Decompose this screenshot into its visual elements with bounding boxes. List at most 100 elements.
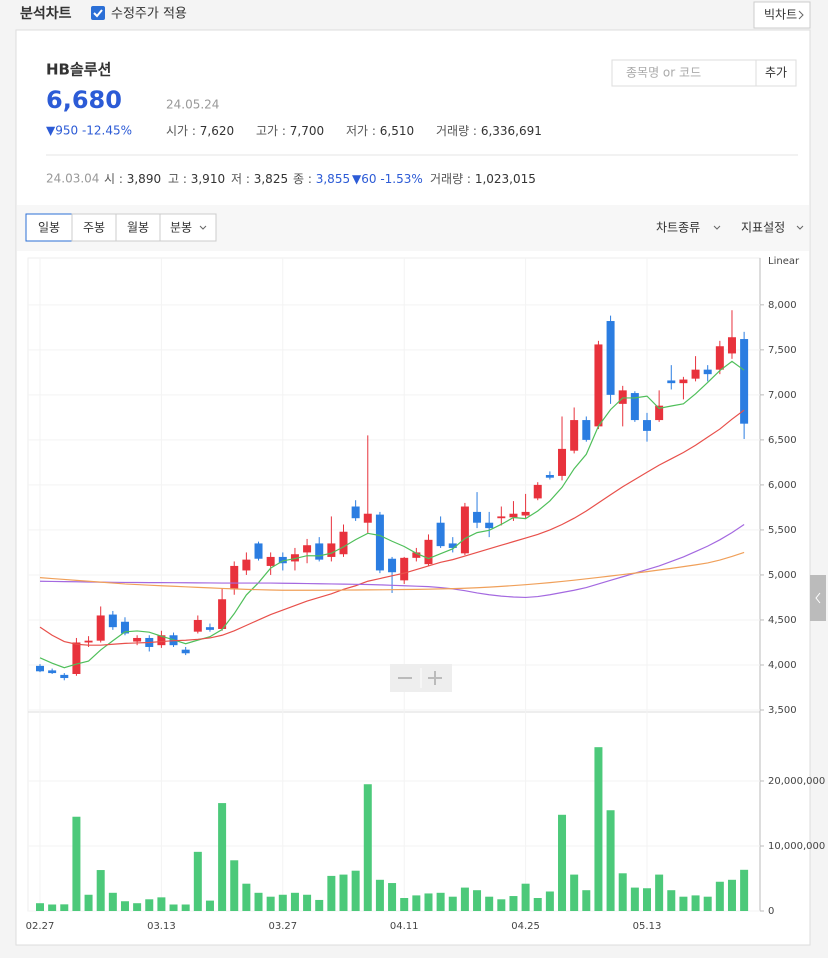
candle-body	[679, 379, 688, 384]
panel	[15, 29, 811, 946]
volume-tick-label: 20,000,000	[768, 776, 825, 787]
candle-body	[303, 545, 312, 553]
add-button[interactable]	[755, 59, 797, 87]
moving-average-line	[39, 360, 745, 669]
volume-bar	[521, 883, 530, 911]
candle-body	[242, 559, 251, 571]
volume-bar	[181, 904, 190, 911]
volume-bar	[388, 883, 397, 911]
candle-body	[570, 420, 579, 451]
candle-body	[655, 405, 664, 421]
candle-body	[108, 614, 117, 628]
volume-bar	[327, 875, 336, 911]
candle-body	[460, 506, 469, 554]
volume-bar	[375, 879, 384, 911]
candle-body	[230, 565, 239, 590]
candle-body	[96, 615, 105, 641]
volume-bar	[133, 903, 142, 911]
detail-field: 종 : 3,855	[293, 172, 350, 186]
volume-bar	[667, 890, 676, 911]
candle-body	[36, 665, 44, 672]
tab[interactable]	[25, 213, 73, 242]
candle-body	[485, 522, 494, 529]
stock-field: 시가 : 7,620	[166, 124, 234, 138]
candle-body	[363, 513, 372, 523]
volume-bar	[582, 890, 591, 911]
candle-body	[278, 556, 287, 564]
side-tab[interactable]	[810, 575, 826, 621]
detail-field-label: 시 :	[104, 172, 123, 186]
candle-body	[388, 558, 397, 573]
candle-body	[412, 552, 421, 558]
volume-bar	[169, 904, 178, 911]
candle-body	[60, 674, 69, 679]
detail-field-label: 종 :	[293, 172, 312, 186]
volume-bar	[218, 803, 227, 911]
candle-body	[351, 506, 360, 519]
x-tick-label: 04.11	[390, 921, 419, 932]
candle-body	[727, 337, 736, 354]
volume-bar	[509, 896, 518, 911]
volume-bar	[545, 891, 554, 911]
candle-body	[400, 557, 409, 581]
volume-bar	[630, 887, 639, 911]
detail-field-label: 고 :	[168, 172, 187, 186]
volume-bar	[266, 896, 275, 911]
tab[interactable]	[71, 213, 117, 242]
y-tick-label: 7,000	[768, 390, 797, 401]
volume-bar	[84, 894, 93, 911]
volume-bar	[193, 851, 202, 911]
candle-body	[582, 420, 591, 440]
candle-body	[740, 339, 749, 424]
detail-field-value: 1,023,015	[475, 172, 536, 186]
candle-body	[558, 448, 567, 476]
moving-average-line	[39, 409, 745, 646]
volume-bar	[558, 814, 567, 911]
candle-body	[509, 513, 518, 518]
volume-bar	[303, 894, 312, 911]
bigchart-button[interactable]	[753, 1, 811, 29]
candle-body	[266, 556, 275, 566]
side-tab-icon	[815, 592, 821, 604]
candle-body	[521, 511, 530, 516]
volume-bar	[157, 897, 166, 911]
stock-field-value: 6,510	[380, 124, 414, 138]
y-tick-label: 5,500	[768, 525, 797, 536]
volume-bar	[400, 897, 409, 911]
menu[interactable]: 차트종류	[656, 221, 700, 235]
scale-label: Linear	[768, 256, 800, 267]
candle-body	[290, 554, 299, 562]
y-tick-label: 6,000	[768, 480, 797, 491]
candle-body	[448, 543, 457, 548]
stock-field-label: 시가 :	[166, 124, 196, 138]
page-title: 분석차트	[20, 6, 72, 22]
detail-field-value: 3,855	[316, 172, 350, 186]
candle-body	[84, 640, 93, 643]
volume-bar	[60, 904, 69, 911]
tab[interactable]	[115, 213, 161, 242]
chevron	[796, 225, 804, 230]
candle-body	[254, 543, 263, 559]
candle-body	[497, 516, 506, 519]
tab[interactable]	[159, 213, 217, 242]
volume-bar	[108, 892, 117, 911]
detail-date: 24.03.04	[46, 172, 99, 186]
candle-body	[667, 380, 676, 384]
tab-label: 월봉	[127, 221, 149, 235]
candle-body	[594, 344, 603, 427]
checkbox[interactable]	[91, 6, 105, 20]
candle-body	[133, 637, 142, 642]
zoom-icons[interactable]	[398, 671, 442, 685]
volume-bar	[594, 747, 603, 911]
volume-bar	[655, 874, 664, 911]
x-tick-label: 02.27	[26, 921, 55, 932]
candle-body	[48, 670, 57, 674]
stock-field: 고가 : 7,700	[256, 124, 324, 138]
chevron	[798, 10, 804, 20]
detail-field-value: 3,890	[127, 172, 161, 186]
menu[interactable]: 지표설정	[741, 221, 785, 235]
candle-body	[715, 346, 724, 370]
candle-body	[218, 599, 227, 629]
y-tick-label: 8,000	[768, 300, 797, 311]
